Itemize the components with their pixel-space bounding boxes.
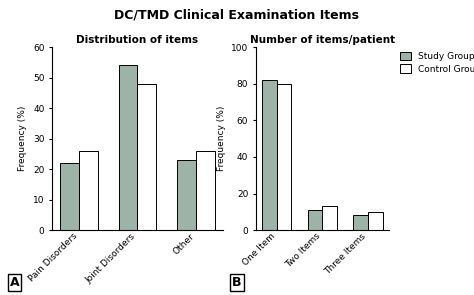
Title: Number of items/patient: Number of items/patient xyxy=(250,35,395,45)
Bar xyxy=(368,212,383,230)
Bar xyxy=(118,65,137,230)
Bar xyxy=(322,206,337,230)
Bar xyxy=(262,80,277,230)
Bar xyxy=(354,215,368,230)
Y-axis label: Frequency (%): Frequency (%) xyxy=(217,106,226,171)
Text: A: A xyxy=(9,276,19,289)
Y-axis label: Frequency (%): Frequency (%) xyxy=(18,106,27,171)
Bar xyxy=(196,151,215,230)
Bar xyxy=(308,210,322,230)
Bar xyxy=(79,151,98,230)
Bar xyxy=(137,84,156,230)
Bar xyxy=(277,84,291,230)
Text: B: B xyxy=(232,276,242,289)
Legend: Study Group, Control Group: Study Group, Control Group xyxy=(400,52,474,73)
Title: Distribution of items: Distribution of items xyxy=(76,35,199,45)
Bar xyxy=(177,160,196,230)
Bar xyxy=(60,163,79,230)
Text: DC/TMD Clinical Examination Items: DC/TMD Clinical Examination Items xyxy=(115,9,359,22)
